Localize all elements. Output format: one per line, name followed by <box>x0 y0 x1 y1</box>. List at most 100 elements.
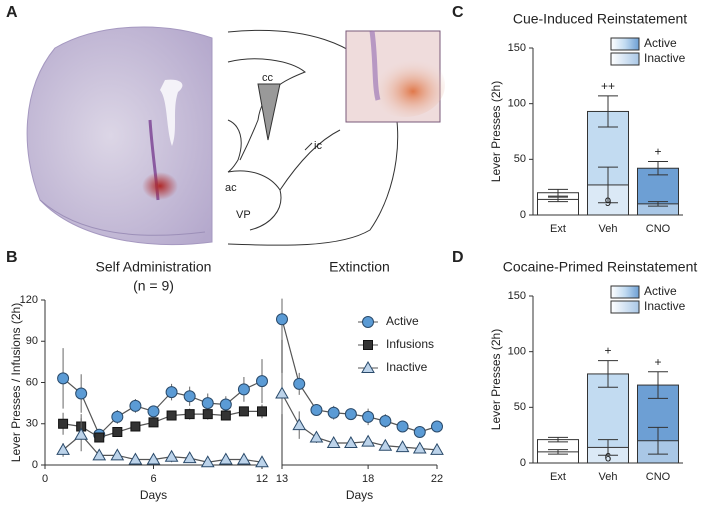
static-labels: A B C D cc ic ac VP <box>6 4 464 266</box>
atlas-label: ic <box>314 140 322 152</box>
x-tick-label: Veh <box>599 223 618 235</box>
series-line <box>62 410 262 439</box>
y-axis-label: Lever Presses (2h) <box>489 81 503 182</box>
error-bar <box>598 95 618 128</box>
y-axis-label: Lever Presses / Infusions (2h) <box>9 303 23 462</box>
marker <box>396 420 409 433</box>
marker <box>361 360 375 373</box>
y-tick-label: 50 <box>514 153 526 165</box>
marker <box>326 435 341 448</box>
legend-label: Inactive <box>644 51 686 65</box>
panel-letter: A <box>6 4 18 21</box>
significance: ++ <box>601 79 615 93</box>
legend-swatch <box>610 37 640 51</box>
marker <box>112 427 123 437</box>
y-tick-label: 60 <box>26 376 38 388</box>
legend-swatch <box>610 285 640 299</box>
panel-letter: B <box>6 249 18 266</box>
x-tick-label: 13 <box>276 473 288 485</box>
marker <box>431 420 443 433</box>
marker <box>378 438 393 451</box>
marker <box>130 421 141 432</box>
legend-label: Inactive <box>644 299 686 313</box>
chart-subtitle: (n = 9) <box>133 278 174 294</box>
marker <box>255 455 269 468</box>
marker <box>147 405 160 418</box>
series-line <box>62 433 263 463</box>
chart-title: Extinction <box>329 259 390 275</box>
marker <box>256 375 268 388</box>
significance: + <box>604 344 611 358</box>
marker <box>146 452 161 465</box>
significance: + <box>654 355 661 369</box>
marker <box>237 383 250 396</box>
chart-title: Cue-Induced Reinstatement <box>513 11 687 27</box>
marker <box>344 435 358 448</box>
marker <box>363 340 373 350</box>
y-tick-label: 100 <box>508 346 526 358</box>
marker <box>202 409 213 420</box>
marker <box>57 372 70 385</box>
marker <box>111 410 124 423</box>
y-tick-label: 150 <box>508 42 526 54</box>
marker <box>75 387 88 400</box>
atlas-label: ac <box>225 182 237 194</box>
error-bar <box>548 436 568 443</box>
error-bar <box>598 166 618 204</box>
marker <box>293 377 306 390</box>
y-axis-label: Lever Presses (2h) <box>489 329 503 430</box>
marker <box>165 386 178 399</box>
atlas-label: VP <box>236 209 251 221</box>
y-tick-label: 30 <box>26 418 38 430</box>
error-bar <box>548 196 568 203</box>
significance: + <box>654 145 661 159</box>
marker <box>201 397 214 410</box>
marker <box>275 386 289 399</box>
marker <box>129 399 142 412</box>
marker <box>56 442 70 455</box>
atlas-drawing <box>227 29 399 246</box>
x-tick-label: 22 <box>431 473 443 485</box>
inset-image <box>345 30 445 123</box>
error-bar <box>598 360 618 388</box>
series-line <box>281 393 438 451</box>
legend-label: Active <box>386 314 419 328</box>
n-label: 6 <box>605 450 612 464</box>
x-axis-label: Days <box>346 488 373 502</box>
marker <box>183 390 196 403</box>
x-tick-label: 0 <box>42 473 48 485</box>
marker <box>148 417 159 428</box>
marker <box>74 427 89 440</box>
error-bar <box>648 426 668 455</box>
x-tick-label: Ext <box>550 223 566 235</box>
panel-letter: D <box>452 249 464 266</box>
error-bar <box>648 161 668 176</box>
y-tick-label: 50 <box>514 401 526 413</box>
marker <box>395 440 410 453</box>
chart-title: Cocaine-Primed Reinstatement <box>503 259 698 275</box>
x-tick-label: 12 <box>256 473 268 485</box>
marker <box>220 410 231 421</box>
legend-label: Inactive <box>386 360 428 374</box>
marker <box>182 451 197 464</box>
series-line <box>281 319 438 433</box>
legend-swatch <box>610 300 640 314</box>
marker <box>110 448 125 461</box>
x-tick-label: CNO <box>646 223 671 235</box>
marker <box>92 448 107 461</box>
marker <box>200 455 215 468</box>
series-line <box>62 377 263 436</box>
marker <box>310 404 323 416</box>
marker <box>257 406 267 417</box>
marker <box>309 430 324 443</box>
marker <box>327 406 340 419</box>
marker <box>344 408 357 421</box>
marker <box>94 432 105 443</box>
y-tick-label: 0 <box>32 459 38 471</box>
marker <box>430 442 444 455</box>
x-tick-label: CNO <box>646 471 671 483</box>
y-tick-label: 120 <box>20 294 38 306</box>
marker <box>58 418 69 429</box>
legend-label: Active <box>644 36 677 50</box>
